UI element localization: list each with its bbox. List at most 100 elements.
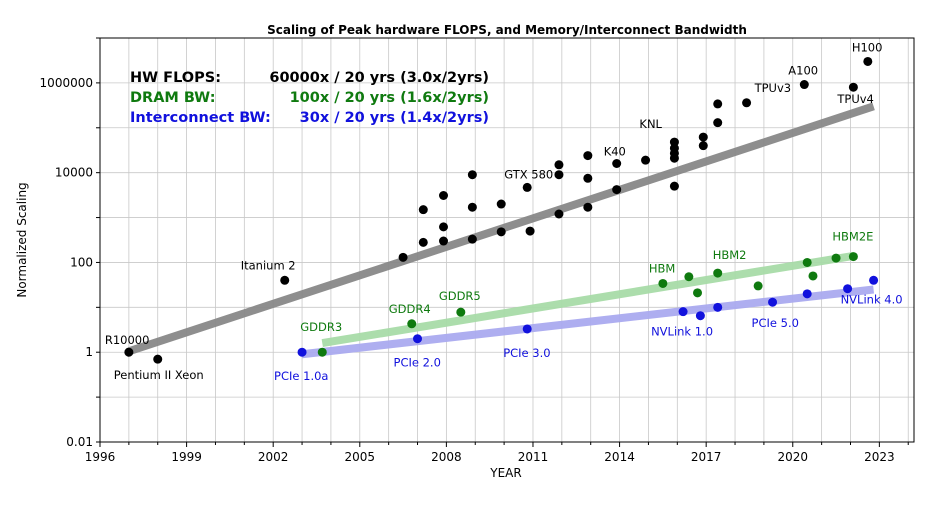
point-label: Itanium 2	[241, 258, 296, 272]
data-point	[695, 311, 705, 321]
point-labels: R10000 Pentium II Xeon Itanium 2 GTX 580 K40…	[105, 40, 903, 383]
data-point	[669, 137, 679, 147]
x-tick-label: 2005	[345, 450, 376, 464]
chart-title: Scaling of Peak hardware FLOPS, and Memo…	[267, 23, 747, 37]
data-point	[843, 284, 853, 294]
grid-lines	[99, 37, 914, 443]
point-label: HBM2E	[832, 230, 873, 244]
axes: 1996 1999 2002 2005 2008 2011 2014 2017 2020 2023…	[40, 37, 909, 464]
data-point	[678, 307, 688, 317]
data-point	[554, 160, 564, 170]
data-point	[698, 132, 708, 142]
data-point	[802, 257, 812, 267]
x-tick-label: 2002	[258, 450, 289, 464]
summary-name: HW FLOPS:	[130, 70, 221, 86]
x-tick-label: 2011	[518, 450, 549, 464]
data-point	[612, 159, 622, 169]
summary-value: 30x / 20 yrs (1.4x/2yrs)	[300, 110, 489, 126]
y-tick-label: 1	[85, 345, 93, 359]
data-point	[496, 227, 506, 237]
y-axis-label: Normalized Scaling	[15, 182, 29, 297]
summary-name: DRAM BW:	[130, 90, 216, 106]
data-point	[742, 98, 752, 108]
data-point	[438, 190, 448, 200]
data-point	[438, 236, 448, 246]
trend-line	[301, 285, 875, 359]
data-point	[124, 347, 134, 357]
summary-name: Interconnect BW:	[130, 110, 271, 126]
y-tick-label: 0.01	[66, 435, 93, 449]
data-point	[153, 354, 163, 364]
data-point	[280, 275, 290, 285]
data-point	[669, 143, 679, 153]
data-point	[554, 170, 564, 180]
data-point	[684, 272, 694, 282]
data-point	[583, 202, 593, 212]
point-label: TPUv4	[836, 92, 874, 106]
data-point	[297, 347, 307, 357]
data-point	[713, 99, 723, 109]
x-tick-label: 2014	[604, 450, 635, 464]
point-label: H100	[852, 40, 883, 54]
data-point	[317, 347, 327, 357]
data-point	[418, 205, 428, 215]
data-point	[398, 252, 408, 262]
point-label: HBM2	[713, 248, 747, 262]
data-point	[869, 275, 879, 285]
data-point	[848, 82, 858, 92]
data-point	[583, 151, 593, 161]
point-label: PCIe 2.0	[394, 356, 441, 370]
point-label: K40	[604, 145, 626, 159]
point-label: GDDR3	[300, 320, 342, 334]
point-label: NVLink 4.0	[841, 292, 903, 306]
point-label: PCIe 1.0a	[274, 369, 328, 383]
point-label: GDDR4	[389, 302, 431, 316]
y-tick-label: 100	[70, 255, 93, 269]
data-point	[848, 252, 858, 262]
data-point	[698, 141, 708, 151]
point-label: GDDR5	[439, 289, 481, 303]
data-point	[802, 289, 812, 299]
data-point	[413, 334, 423, 344]
data-point	[612, 185, 622, 195]
data-point	[658, 278, 668, 288]
x-axis-label: YEAR	[489, 466, 521, 480]
x-tick-label: 2020	[777, 450, 808, 464]
x-tick-label: 2017	[691, 450, 722, 464]
data-point	[467, 170, 477, 180]
point-label: R10000	[105, 333, 150, 347]
x-tick-label: 2008	[431, 450, 462, 464]
data-point	[713, 118, 723, 128]
data-point	[418, 237, 428, 247]
point-label: GTX 580	[504, 167, 553, 181]
plot-frame	[99, 37, 915, 443]
data-point	[525, 226, 535, 236]
summary-value: 60000x / 20 yrs (3.0x/2yrs)	[269, 70, 489, 86]
x-tick-label: 1996	[85, 450, 116, 464]
data-point	[554, 209, 564, 219]
data-point	[831, 253, 841, 263]
summary-annotation: HW FLOPS: 60000x / 20 yrs (3.0x/2yrs) DRAM…	[130, 70, 489, 126]
data-point	[438, 222, 448, 232]
point-label: TPUv3	[754, 81, 792, 95]
y-tick-label: 10000	[55, 166, 93, 180]
data-point	[467, 234, 477, 244]
point-label: PCIe 3.0	[503, 346, 550, 360]
data-point	[713, 268, 723, 278]
data-point	[863, 56, 873, 66]
y-tick-label: 1000000	[40, 76, 93, 90]
data-point	[808, 271, 818, 281]
point-label: Pentium II Xeon	[114, 368, 204, 382]
trend-line	[321, 251, 855, 348]
x-tick-label: 2023	[864, 450, 895, 464]
point-label: NVLink 1.0	[651, 325, 713, 339]
point-label: A100	[788, 64, 818, 78]
point-label: KNL	[639, 117, 662, 131]
summary-value: 100x / 20 yrs (1.6x/2yrs)	[290, 90, 489, 106]
data-point	[496, 199, 506, 209]
data-point	[753, 281, 763, 291]
data-point	[693, 288, 703, 298]
data-point	[467, 202, 477, 212]
data-point	[799, 80, 809, 90]
